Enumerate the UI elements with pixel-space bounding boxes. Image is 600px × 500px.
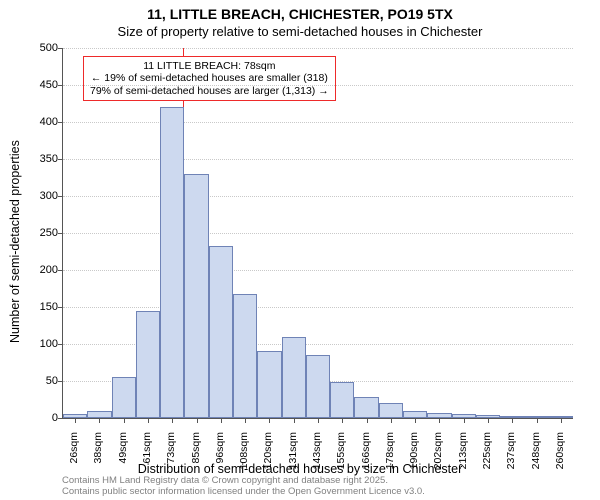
gridline-h — [63, 85, 573, 86]
annotation-box: 11 LITTLE BREACH: 78sqm ← 19% of semi-de… — [83, 56, 336, 101]
y-tick-mark — [58, 307, 63, 308]
gridline-h — [63, 270, 573, 271]
x-tick-label: 260sqm — [554, 432, 566, 482]
x-tick-label: 61sqm — [141, 432, 153, 482]
histogram-bar — [354, 397, 378, 418]
histogram-bar — [160, 107, 184, 418]
x-tick-mark — [221, 418, 222, 423]
histogram-bar — [257, 351, 281, 418]
x-tick-mark — [269, 418, 270, 423]
x-tick-mark — [99, 418, 100, 423]
histogram-bar — [282, 337, 306, 418]
x-tick-mark — [439, 418, 440, 423]
x-tick-mark — [148, 418, 149, 423]
y-tick-label: 350 — [18, 153, 58, 165]
y-tick-mark — [58, 196, 63, 197]
x-tick-label: 166sqm — [360, 432, 372, 482]
histogram-bar — [330, 382, 354, 418]
annotation-line1: 11 LITTLE BREACH: 78sqm — [90, 60, 329, 72]
histogram-plot: 11 LITTLE BREACH: 78sqm ← 19% of semi-de… — [62, 48, 573, 419]
x-tick-label: 120sqm — [262, 432, 274, 482]
y-tick-label: 100 — [18, 338, 58, 350]
y-tick-mark — [58, 418, 63, 419]
x-tick-label: 225sqm — [481, 432, 493, 482]
x-tick-label: 213sqm — [457, 432, 469, 482]
y-tick-label: 250 — [18, 227, 58, 239]
y-tick-mark — [58, 270, 63, 271]
x-tick-mark — [342, 418, 343, 423]
gridline-h — [63, 307, 573, 308]
y-tick-label: 450 — [18, 79, 58, 91]
x-tick-mark — [318, 418, 319, 423]
x-tick-label: 38sqm — [92, 432, 104, 482]
x-tick-mark — [464, 418, 465, 423]
gridline-h — [63, 159, 573, 160]
x-tick-mark — [294, 418, 295, 423]
histogram-bar — [403, 411, 427, 418]
y-tick-mark — [58, 122, 63, 123]
x-tick-label: 108sqm — [238, 432, 250, 482]
x-tick-mark — [415, 418, 416, 423]
x-tick-mark — [197, 418, 198, 423]
y-tick-mark — [58, 381, 63, 382]
x-tick-label: 131sqm — [287, 432, 299, 482]
histogram-bar — [112, 377, 136, 418]
x-tick-mark — [75, 418, 76, 423]
x-tick-label: 26sqm — [68, 432, 80, 482]
x-tick-mark — [367, 418, 368, 423]
x-tick-label: 49sqm — [117, 432, 129, 482]
gridline-h — [63, 48, 573, 49]
x-tick-mark — [537, 418, 538, 423]
histogram-bar — [306, 355, 330, 418]
y-tick-mark — [58, 159, 63, 160]
gridline-h — [63, 196, 573, 197]
x-tick-mark — [172, 418, 173, 423]
x-tick-mark — [391, 418, 392, 423]
gridline-h — [63, 122, 573, 123]
page-title-line2: Size of property relative to semi-detach… — [0, 24, 600, 39]
x-tick-label: 190sqm — [408, 432, 420, 482]
annotation-line2: ← 19% of semi-detached houses are smalle… — [90, 72, 329, 84]
x-tick-label: 155sqm — [335, 432, 347, 482]
y-tick-label: 50 — [18, 375, 58, 387]
x-tick-mark — [488, 418, 489, 423]
x-tick-mark — [245, 418, 246, 423]
x-tick-mark — [124, 418, 125, 423]
annotation-line3: 79% of semi-detached houses are larger (… — [90, 85, 329, 97]
histogram-bar — [233, 294, 257, 418]
y-tick-label: 200 — [18, 264, 58, 276]
histogram-bar — [87, 411, 111, 418]
footnote-line2: Contains public sector information licen… — [62, 487, 425, 498]
x-tick-label: 85sqm — [190, 432, 202, 482]
x-tick-label: 178sqm — [384, 432, 396, 482]
x-tick-label: 237sqm — [505, 432, 517, 482]
x-tick-mark — [561, 418, 562, 423]
y-tick-label: 300 — [18, 190, 58, 202]
histogram-bar — [379, 403, 403, 418]
x-tick-label: 96sqm — [214, 432, 226, 482]
y-tick-label: 0 — [18, 412, 58, 424]
histogram-bar — [209, 246, 233, 418]
histogram-bar — [136, 311, 160, 418]
page-title-line1: 11, LITTLE BREACH, CHICHESTER, PO19 5TX — [0, 6, 600, 22]
y-tick-label: 400 — [18, 116, 58, 128]
x-tick-label: 248sqm — [530, 432, 542, 482]
gridline-h — [63, 233, 573, 234]
x-tick-label: 73sqm — [165, 432, 177, 482]
x-tick-label: 202sqm — [432, 432, 444, 482]
x-tick-mark — [512, 418, 513, 423]
y-tick-mark — [58, 85, 63, 86]
y-tick-mark — [58, 344, 63, 345]
x-tick-label: 143sqm — [311, 432, 323, 482]
histogram-bar — [184, 174, 208, 418]
y-tick-mark — [58, 233, 63, 234]
y-tick-mark — [58, 48, 63, 49]
y-tick-label: 150 — [18, 301, 58, 313]
y-tick-label: 500 — [18, 42, 58, 54]
